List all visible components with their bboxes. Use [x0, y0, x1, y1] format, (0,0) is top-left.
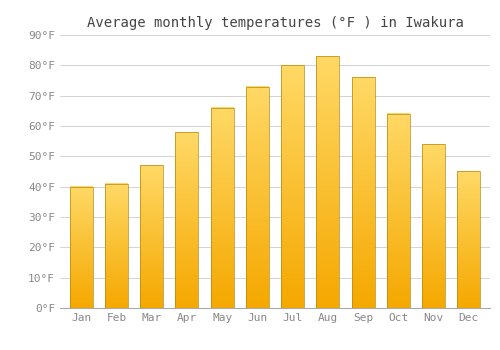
Bar	[105, 184, 128, 308]
Bar	[140, 166, 163, 308]
Bar	[458, 172, 480, 308]
Bar	[176, 132, 199, 308]
Title: Average monthly temperatures (°F ) in Iwakura: Average monthly temperatures (°F ) in Iw…	[86, 16, 464, 30]
Bar	[281, 65, 304, 308]
Bar	[387, 114, 410, 308]
Bar	[246, 86, 269, 308]
Bar	[70, 187, 92, 308]
Bar	[210, 108, 234, 308]
Bar	[352, 77, 374, 308]
Bar	[422, 144, 445, 308]
Bar	[316, 56, 340, 308]
